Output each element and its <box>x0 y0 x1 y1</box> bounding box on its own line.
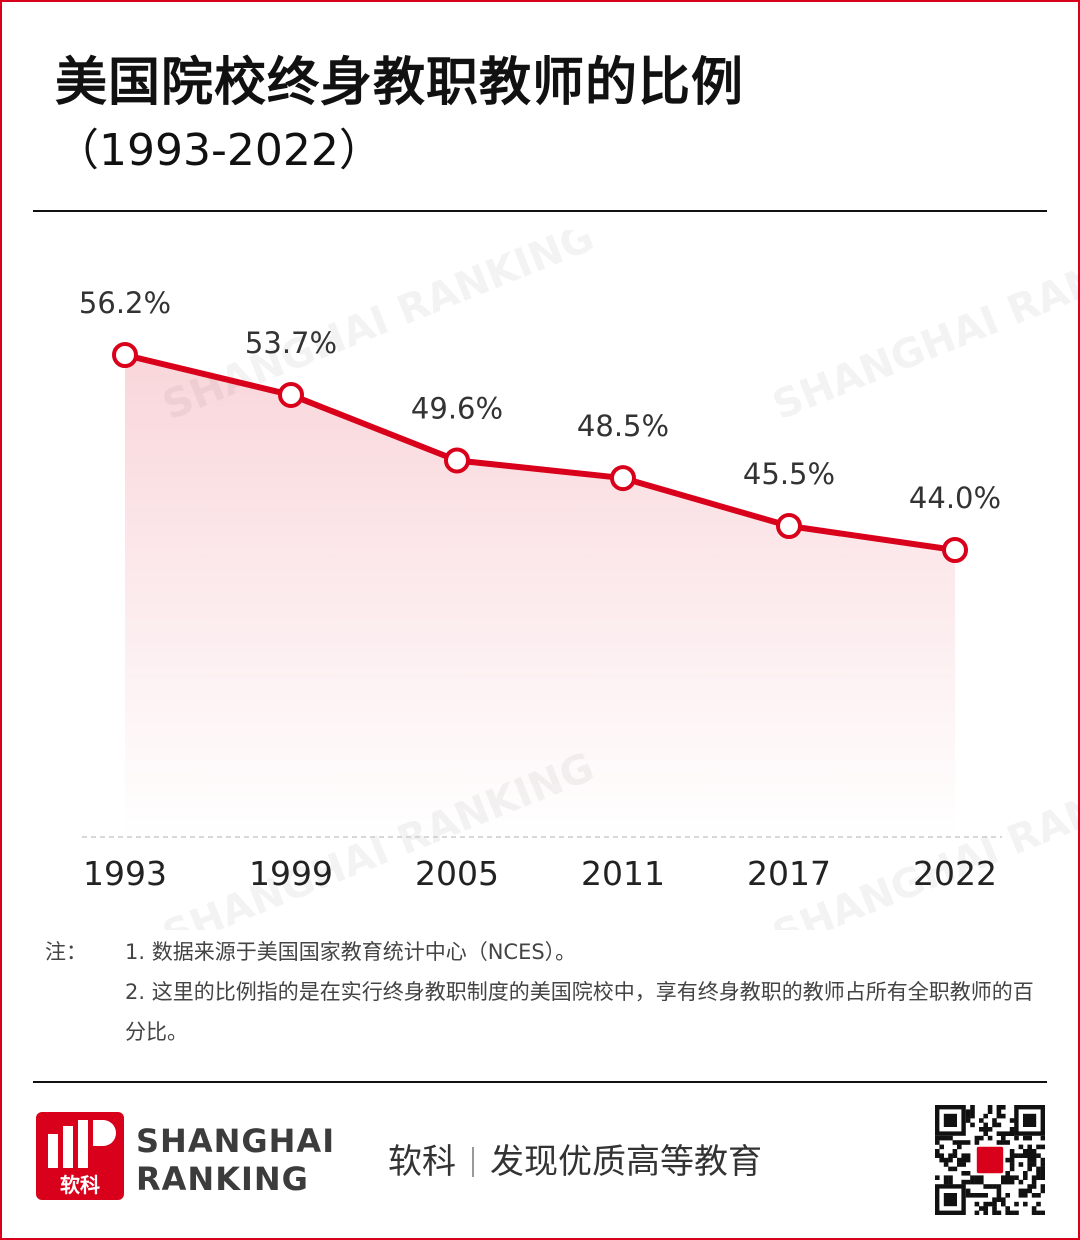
bottom-divider <box>33 1081 1047 1083</box>
data-label: 49.6% <box>411 391 503 425</box>
page-title: 美国院校终身教职教师的比例 <box>55 53 745 113</box>
line-chart: SHANGHAI RANKING SHANGHAI RANKING SHANGH… <box>79 230 1080 930</box>
page-subtitle: （1993-2022） <box>55 125 383 176</box>
data-point <box>610 465 636 492</box>
data-point <box>444 447 470 474</box>
data-label: 48.5% <box>577 409 669 443</box>
notes: 注： 1. 数据来源于美国国家教育统计中心（NCES）。 2. 这里的比例指的是… <box>45 932 1035 1052</box>
slogan-separator <box>472 1147 474 1177</box>
slogan: 软科 发现优质高等教育 <box>388 1134 762 1183</box>
top-divider <box>33 210 1047 212</box>
area-fill <box>125 355 955 837</box>
logo-text: 软科 <box>60 1173 100 1197</box>
data-label: 45.5% <box>743 457 835 491</box>
brand-name: SHANGHAI RANKING <box>136 1122 335 1198</box>
watermark-text: SHANGHAI RANKING <box>767 230 1080 429</box>
data-point <box>112 342 138 368</box>
x-tick-label: 2022 <box>913 854 997 893</box>
shanghai-ranking-logo-icon: 软科 <box>36 1112 124 1200</box>
data-label: 44.0% <box>909 481 1001 515</box>
brand-line: SHANGHAI <box>136 1122 336 1160</box>
notes-prefix: 注： <box>45 940 87 964</box>
x-tick-label: 1999 <box>249 854 333 893</box>
slogan-left: 软科 <box>388 1142 456 1182</box>
qr-code-icon <box>935 1105 1045 1215</box>
data-point <box>278 381 304 408</box>
brand-line: RANKING <box>136 1160 309 1198</box>
series-line <box>122 352 958 553</box>
note-item: 2. 这里的比例指的是在实行终身教职制度的美国院校中，享有终身教职的教师占所有全… <box>125 980 1034 1044</box>
x-tick-label: 2017 <box>747 854 831 893</box>
data-point <box>942 537 968 563</box>
note-item: 1. 数据来源于美国国家教育统计中心（NCES）。 <box>125 940 577 964</box>
x-tick-label: 2005 <box>415 854 499 893</box>
x-tick-label: 1993 <box>83 854 167 893</box>
slogan-right: 发现优质高等教育 <box>490 1142 762 1182</box>
data-point <box>776 513 802 540</box>
data-label: 56.2% <box>79 286 171 320</box>
x-tick-label: 2011 <box>581 854 665 893</box>
data-label: 53.7% <box>245 326 337 360</box>
